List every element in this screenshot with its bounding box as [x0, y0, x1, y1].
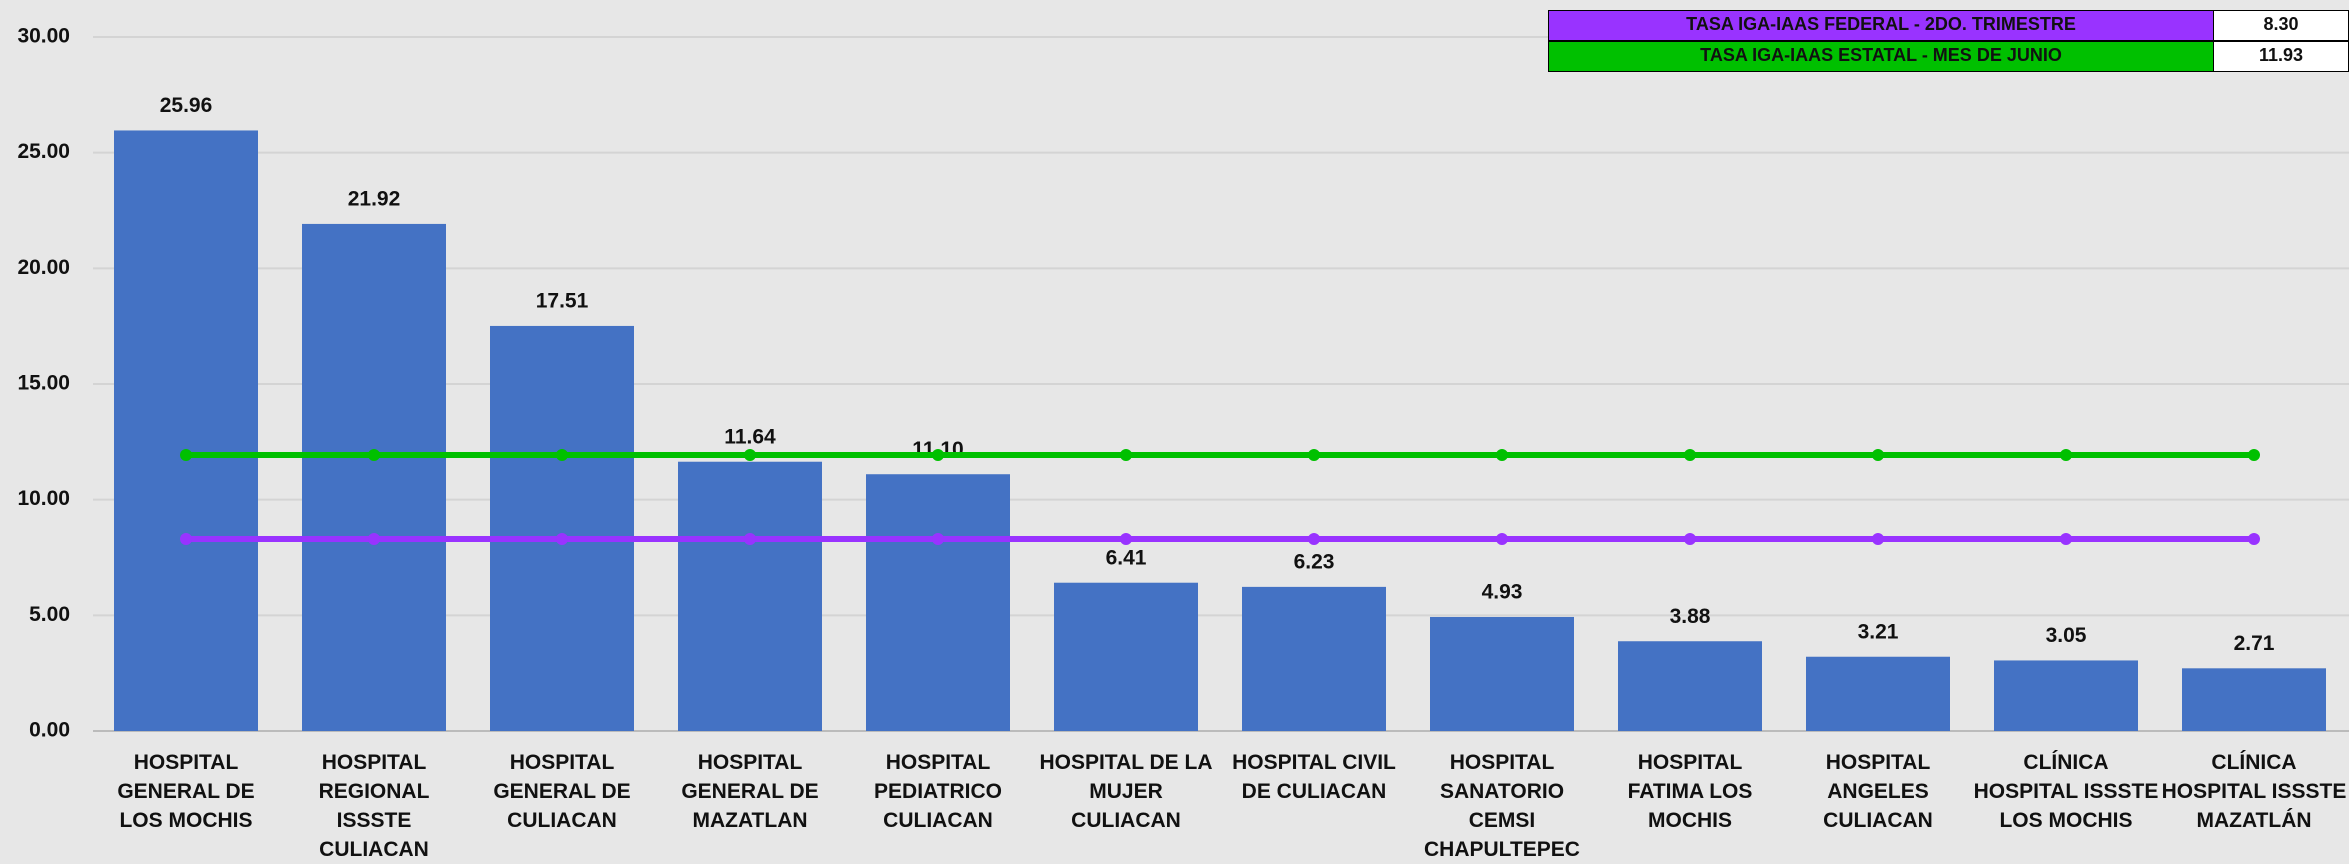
data-label: 4.93	[1482, 580, 1523, 603]
line-marker	[1496, 449, 1508, 462]
y-tick-label: 10.00	[17, 487, 70, 510]
bar	[1430, 616, 1574, 731]
y-tick-label: 5.00	[29, 603, 70, 626]
legend-name: TASA IGA-IAAS ESTATAL - MES DE JUNIO	[1548, 41, 2214, 72]
bar	[1994, 660, 2138, 731]
line-marker	[2060, 449, 2072, 462]
data-label: 21.92	[348, 187, 401, 210]
y-tick-label: 15.00	[17, 372, 70, 395]
line-marker	[556, 532, 568, 545]
line-marker	[932, 532, 944, 545]
bar	[866, 474, 1010, 731]
line-marker	[180, 449, 192, 462]
data-label: 3.05	[2046, 624, 2087, 647]
x-tick-label: HOSPITAL GENERAL DE LOS MOCHIS	[117, 751, 255, 832]
legend-value: 8.30	[2213, 10, 2349, 41]
x-tick-label: HOSPITAL PEDIATRICO CULIACAN	[874, 751, 1002, 832]
data-label: 6.23	[1294, 550, 1335, 573]
x-tick-label: CLÍNICA HOSPITAL ISSSTE MAZATLÁN	[2161, 751, 2347, 832]
y-tick-label: 25.00	[17, 140, 70, 163]
data-label: 2.71	[2234, 632, 2275, 655]
line-marker	[368, 449, 380, 462]
data-label: 3.21	[1858, 620, 1899, 643]
bar	[490, 325, 634, 731]
bar	[2182, 668, 2326, 731]
x-tick-label: HOSPITAL FATIMA LOS MOCHIS	[1627, 751, 1753, 832]
line-marker	[368, 532, 380, 545]
bar	[1242, 586, 1386, 731]
data-label: 6.41	[1106, 546, 1147, 569]
line-marker	[2248, 532, 2260, 545]
x-tick-label: HOSPITAL ANGELES CULIACAN	[1823, 751, 1933, 832]
x-tick-label: CLÍNICA HOSPITAL ISSSTE LOS MOCHIS	[1973, 751, 2159, 832]
bar	[1806, 656, 1950, 731]
line-marker	[1120, 449, 1132, 462]
line-marker	[1872, 532, 1884, 545]
line-marker	[1120, 532, 1132, 545]
bar	[1054, 582, 1198, 731]
line-marker	[180, 532, 192, 545]
bar	[1618, 641, 1762, 731]
line-marker	[2060, 532, 2072, 545]
line-marker	[932, 449, 944, 462]
y-tick-label: 0.00	[29, 719, 70, 742]
data-label: 25.96	[160, 94, 213, 117]
line-marker	[1496, 532, 1508, 545]
legend-name: TASA IGA-IAAS FEDERAL - 2DO. TRIMESTRE	[1548, 10, 2214, 41]
x-tick-label: HOSPITAL GENERAL DE MAZATLAN	[681, 751, 819, 832]
x-tick-label: HOSPITAL SANATORIO CEMSI CHAPULTEPEC	[1424, 751, 1580, 861]
y-tick-label: 20.00	[17, 256, 70, 279]
legend-value: 11.93	[2213, 41, 2349, 72]
line-marker	[744, 449, 756, 462]
data-label: 11.64	[724, 425, 776, 448]
line-marker	[1308, 532, 1320, 545]
x-tick-label: HOSPITAL DE LA MUJER CULIACAN	[1039, 751, 1213, 832]
bar	[114, 130, 258, 731]
line-marker	[1684, 532, 1696, 545]
bar	[678, 461, 822, 731]
line-marker	[1308, 449, 1320, 462]
line-marker	[556, 449, 568, 462]
data-label: 17.51	[536, 289, 589, 312]
x-tick-label: HOSPITAL CIVIL DE CULIACAN	[1232, 751, 1396, 803]
y-tick-label: 30.00	[17, 25, 70, 48]
x-tick-label: HOSPITAL GENERAL DE CULIACAN	[493, 751, 631, 832]
line-marker	[1684, 449, 1696, 462]
x-tick-label: HOSPITAL REGIONAL ISSSTE CULIACAN	[318, 751, 430, 861]
data-label: 3.88	[1670, 605, 1711, 628]
line-marker	[744, 532, 756, 545]
line-marker	[2248, 449, 2260, 462]
bar	[302, 223, 446, 731]
line-marker	[1872, 449, 1884, 462]
